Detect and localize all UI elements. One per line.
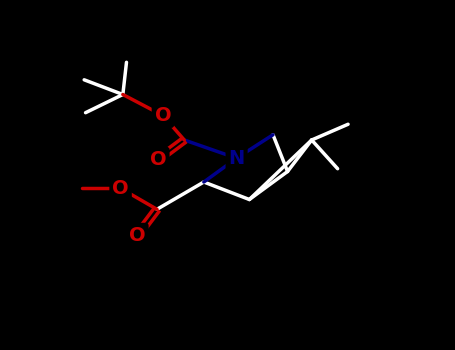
Text: O: O: [129, 226, 146, 245]
Text: O: O: [155, 106, 171, 125]
Text: N: N: [228, 149, 245, 168]
Text: O: O: [150, 150, 167, 169]
Text: O: O: [112, 179, 129, 198]
